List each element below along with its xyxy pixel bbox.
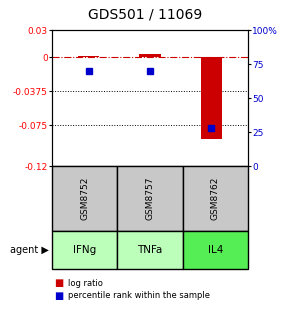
Text: IL4: IL4 [208,245,223,255]
Text: TNFa: TNFa [137,245,163,255]
Text: percentile rank within the sample: percentile rank within the sample [68,292,210,300]
Text: ■: ■ [54,291,63,301]
Text: GDS501 / 11069: GDS501 / 11069 [88,8,202,22]
Bar [200,57,222,139]
Bar [139,53,161,57]
Text: agent ▶: agent ▶ [10,245,49,255]
Text: GSM8757: GSM8757 [146,177,155,220]
Text: log ratio: log ratio [68,279,103,288]
Text: IFNg: IFNg [73,245,96,255]
Text: GSM8752: GSM8752 [80,177,89,220]
Text: ■: ■ [54,278,63,288]
Bar [78,56,99,57]
Text: GSM8762: GSM8762 [211,177,220,220]
